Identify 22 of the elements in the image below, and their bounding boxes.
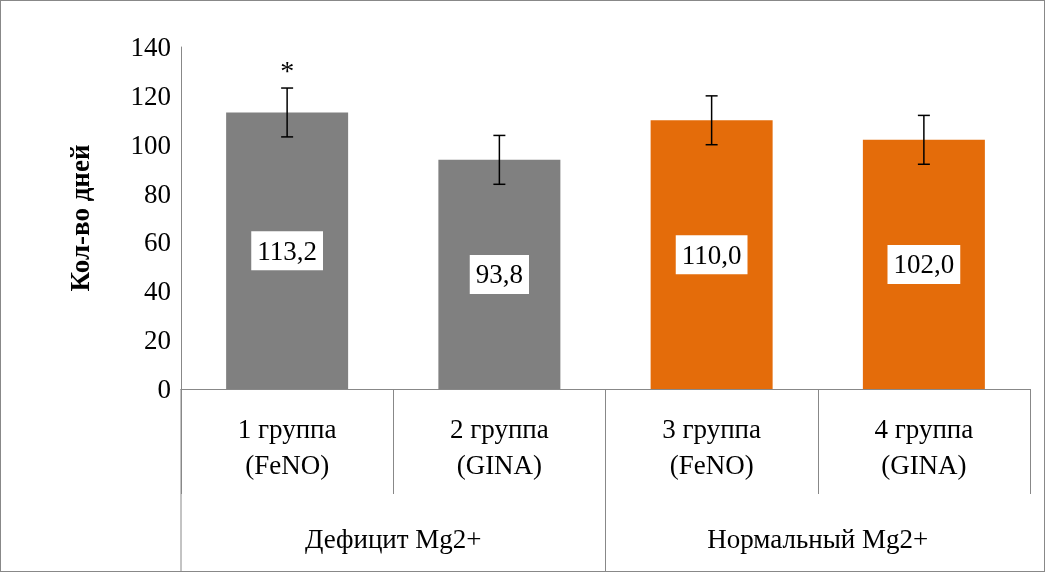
data-label: 113,2 [257,235,317,266]
y-tick-label: 120 [130,80,171,111]
data-label: 93,8 [475,259,523,290]
text: Дефицит Mg2+ [304,524,482,554]
annotation: * [280,55,295,87]
x-tick-label: 2 группа (GINA) [449,414,549,480]
y-tick-label: 100 [130,129,171,160]
y-tick-label: 140 [130,32,171,62]
y-tick-label: 0 [157,374,171,404]
y-tick-label: 40 [144,276,171,307]
x-tick-label: 4 группа (GINA) [874,414,974,480]
x-tick-label: 1 группа (FeNO) [237,414,337,480]
y-tick-label: 60 [144,227,171,258]
data-label: 110,0 [681,239,742,270]
x-tick-label: 3 группа (FeNO) [662,414,762,480]
y-axis-title: Кол-во дней [64,144,95,292]
bar [650,120,773,389]
data-label: 102,0 [893,249,955,280]
text: Нормальный Mg2+ [707,524,929,554]
y-tick-label: 20 [144,325,171,356]
bar [862,139,985,389]
y-tick-label: 80 [144,178,171,209]
